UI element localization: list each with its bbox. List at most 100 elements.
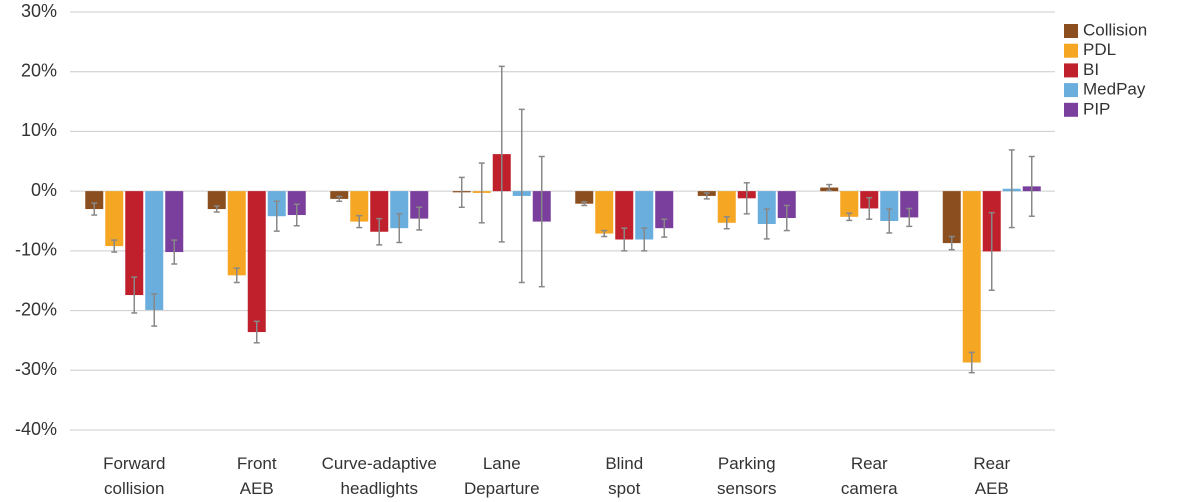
legend-label: PDL [1083, 40, 1116, 59]
x-tick-label-line: spot [608, 479, 640, 498]
bar [757, 191, 776, 224]
bar [330, 191, 349, 199]
error-bar [763, 208, 770, 240]
bar [840, 191, 859, 217]
error-bar [336, 195, 343, 203]
x-tick-label-line: AEB [975, 479, 1009, 498]
x-tick-label: Lane Departure [464, 454, 540, 498]
bar [105, 191, 124, 247]
legend-swatch [1064, 83, 1078, 98]
x-tick-label: Forward collision [103, 454, 165, 498]
bar [655, 191, 674, 229]
error-bar [826, 183, 833, 192]
x-tick-label-line: Parking [718, 454, 776, 473]
x-tick-label-line: collision [104, 479, 164, 498]
bar [165, 191, 184, 253]
error-bar [478, 162, 485, 224]
x-tick-label: Curve-adaptive headlights [322, 454, 437, 498]
bar [125, 191, 144, 296]
error-bar [396, 213, 403, 244]
bar [635, 191, 654, 240]
x-tick-label: Parking sensors [717, 454, 777, 498]
error-bar [601, 229, 608, 238]
x-tick-label-line: Rear [851, 454, 888, 473]
error-bar [538, 155, 545, 288]
bar [370, 191, 389, 232]
error-bar [498, 65, 505, 243]
error-bar [866, 196, 873, 220]
x-tick-label: Rear AEB [973, 454, 1010, 498]
x-tick-label-line: headlights [340, 479, 418, 498]
bar [207, 191, 226, 210]
legend-swatch [1064, 43, 1078, 58]
bar [390, 191, 409, 229]
x-tick-label-line: Rear [973, 454, 1010, 473]
bar [575, 191, 594, 204]
error-bar [151, 293, 158, 327]
legend-label: BI [1083, 60, 1099, 79]
y-tick-label: -10% [15, 240, 57, 260]
x-tick-label-line: Blind [605, 454, 643, 473]
legend-swatch [1064, 24, 1078, 38]
bar [717, 191, 736, 223]
x-tick-label-line: Front [237, 454, 277, 473]
error-bar [171, 239, 178, 265]
error-bar [703, 192, 710, 200]
legend-label: Collision [1083, 20, 1147, 39]
error-bar [111, 239, 118, 253]
error-bar [293, 203, 300, 227]
error-bar [233, 267, 240, 284]
y-tick-label: 10% [21, 120, 57, 140]
bar [287, 191, 306, 216]
bar [85, 191, 104, 210]
error-bar [906, 207, 913, 228]
error-bar [723, 216, 730, 230]
error-bar [91, 202, 98, 216]
legend-label: PIP [1083, 99, 1110, 118]
error-bar [458, 176, 465, 209]
x-tick-label-line: AEB [240, 479, 274, 498]
x-tick-label-line: Lane [483, 454, 521, 473]
x-tick-label-line: camera [841, 479, 898, 498]
error-bar [376, 217, 383, 246]
bar [777, 191, 796, 219]
error-bar [518, 108, 525, 284]
error-bar [213, 205, 220, 213]
error-bar [1028, 155, 1035, 217]
error-bar [273, 200, 280, 232]
error-bar [948, 235, 955, 251]
error-bar [253, 320, 260, 344]
bar [350, 191, 369, 222]
x-tick-label-line: sensors [717, 479, 777, 498]
y-tick-label: -30% [15, 359, 57, 379]
x-tick-label: Rear camera [841, 454, 898, 498]
bar [227, 191, 246, 276]
y-tick-label: -20% [15, 299, 57, 319]
bar [880, 191, 899, 221]
y-tick-label: 30% [21, 1, 57, 21]
legend-swatch [1064, 63, 1078, 78]
x-tick-label-line: Departure [464, 479, 540, 498]
bar [900, 191, 919, 218]
bar [615, 191, 634, 240]
bar [145, 191, 164, 310]
error-bar [356, 214, 363, 229]
x-tick-label-line: Curve-adaptive [322, 454, 437, 473]
error-bar [131, 276, 138, 314]
error-bar [886, 208, 893, 234]
error-bar [783, 204, 790, 232]
error-bar [1008, 149, 1015, 229]
x-tick-label: Blind spot [605, 454, 643, 498]
error-bar [641, 227, 648, 252]
bar [962, 191, 981, 363]
error-bar [581, 201, 588, 207]
error-bar [416, 206, 423, 231]
y-tick-label: -40% [15, 419, 57, 439]
error-bar [968, 351, 975, 374]
x-tick-label-line: Forward [103, 454, 165, 473]
legend-label: MedPay [1083, 80, 1146, 99]
y-tick-label: 0% [31, 180, 57, 200]
bar [247, 191, 266, 333]
error-bar [743, 182, 750, 215]
